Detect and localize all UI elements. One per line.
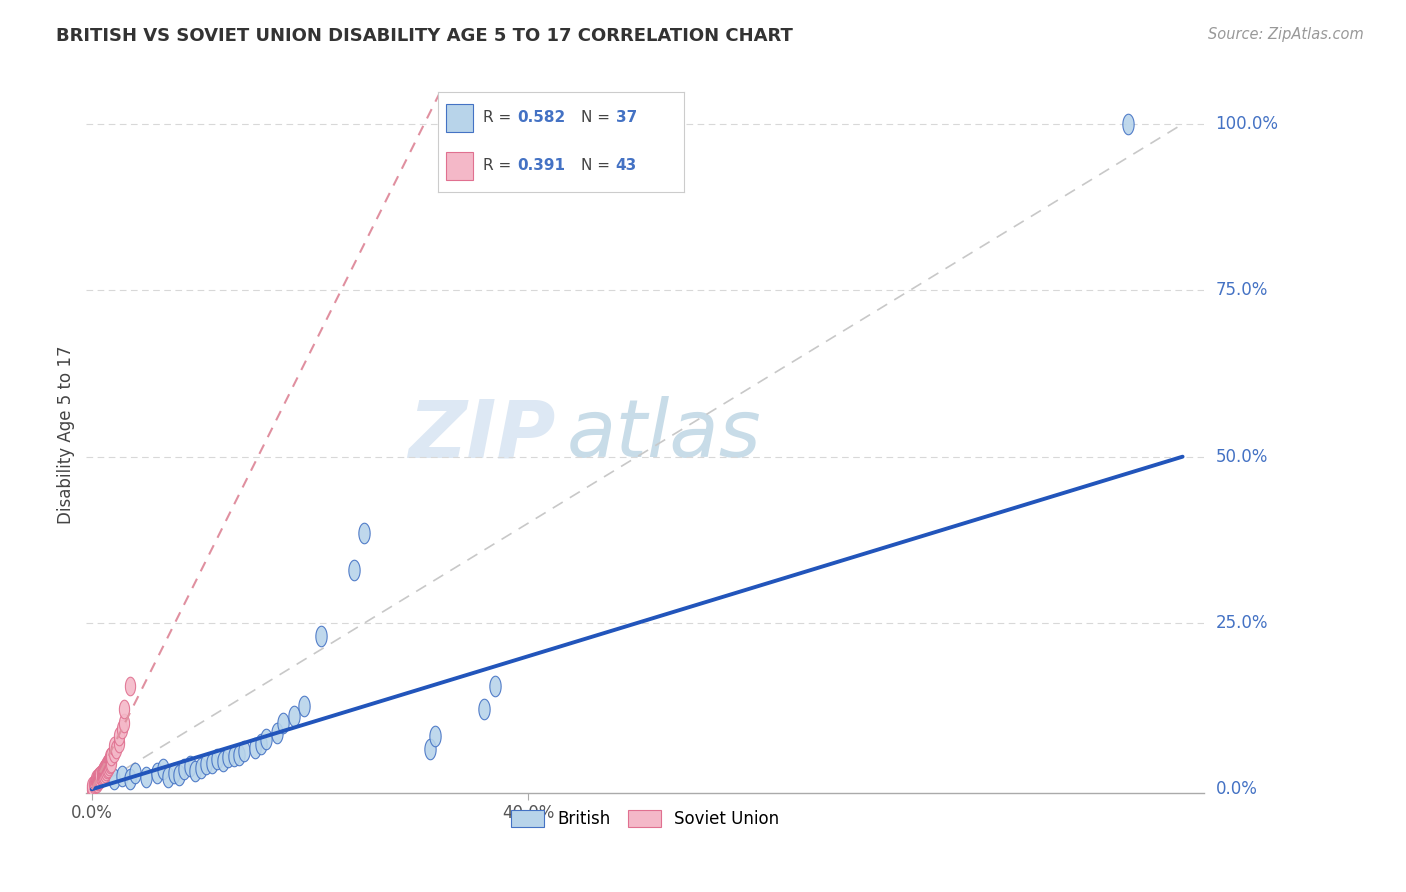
Point bbox=[245, 741, 267, 756]
Point bbox=[97, 756, 120, 770]
Point bbox=[100, 756, 122, 770]
Point bbox=[94, 765, 117, 780]
Point bbox=[157, 770, 180, 784]
Point bbox=[484, 679, 506, 693]
Point bbox=[114, 702, 136, 716]
Point bbox=[254, 732, 277, 747]
Point bbox=[94, 759, 117, 773]
Point bbox=[89, 772, 111, 786]
Point bbox=[96, 757, 118, 772]
Point bbox=[90, 770, 112, 784]
Point bbox=[98, 757, 121, 772]
Text: ZIP: ZIP bbox=[409, 396, 555, 474]
Point bbox=[195, 757, 218, 772]
Text: 75.0%: 75.0% bbox=[1216, 281, 1268, 300]
Point bbox=[271, 715, 294, 730]
Point bbox=[98, 750, 121, 764]
Point bbox=[108, 736, 131, 750]
Point bbox=[84, 774, 107, 789]
Point bbox=[90, 765, 112, 780]
Point bbox=[250, 737, 273, 751]
Legend: British, Soviet Union: British, Soviet Union bbox=[505, 803, 786, 834]
Point bbox=[108, 729, 131, 743]
Point bbox=[89, 772, 111, 787]
Text: BRITISH VS SOVIET UNION DISABILITY AGE 5 TO 17 CORRELATION CHART: BRITISH VS SOVIET UNION DISABILITY AGE 5… bbox=[56, 27, 793, 45]
Point bbox=[167, 767, 190, 781]
Text: Source: ZipAtlas.com: Source: ZipAtlas.com bbox=[1208, 27, 1364, 42]
Point bbox=[233, 744, 256, 758]
Point bbox=[93, 763, 115, 777]
Point bbox=[83, 777, 105, 791]
Point bbox=[98, 759, 121, 773]
Point bbox=[211, 755, 233, 769]
Y-axis label: Disability Age 5 to 17: Disability Age 5 to 17 bbox=[58, 346, 75, 524]
Text: 0.0%: 0.0% bbox=[1216, 780, 1257, 798]
Point bbox=[103, 746, 125, 760]
Point bbox=[309, 629, 332, 643]
Point bbox=[103, 772, 125, 787]
Point bbox=[89, 769, 111, 783]
Point bbox=[103, 739, 125, 753]
Point bbox=[100, 749, 122, 764]
Point bbox=[84, 775, 107, 789]
Point bbox=[152, 763, 174, 777]
Point bbox=[135, 770, 157, 784]
Point bbox=[419, 742, 441, 756]
Point bbox=[96, 763, 118, 777]
Point bbox=[184, 764, 207, 778]
Point bbox=[111, 723, 134, 737]
Point bbox=[89, 767, 111, 781]
Point bbox=[87, 770, 110, 784]
Point bbox=[342, 563, 364, 577]
Point bbox=[217, 750, 239, 764]
Point bbox=[173, 763, 195, 777]
Point bbox=[94, 764, 117, 778]
Point bbox=[91, 764, 114, 778]
Point bbox=[205, 752, 228, 766]
Text: 50.0%: 50.0% bbox=[1216, 448, 1268, 466]
Point bbox=[201, 756, 224, 770]
Point bbox=[118, 772, 141, 787]
Point bbox=[80, 782, 103, 797]
Point bbox=[97, 761, 120, 775]
Point bbox=[114, 715, 136, 730]
Point bbox=[228, 747, 250, 762]
Point bbox=[1116, 117, 1139, 131]
Point bbox=[266, 725, 288, 739]
Point bbox=[104, 742, 127, 756]
Text: 100.0%: 100.0% bbox=[1216, 115, 1278, 133]
Point bbox=[294, 699, 316, 714]
Point bbox=[84, 772, 107, 787]
Text: 25.0%: 25.0% bbox=[1216, 614, 1268, 632]
Point bbox=[474, 702, 496, 716]
Point bbox=[118, 679, 141, 693]
Point bbox=[86, 772, 108, 787]
Point bbox=[111, 769, 134, 783]
Point bbox=[283, 709, 305, 723]
Point bbox=[87, 774, 110, 789]
Point bbox=[93, 767, 115, 781]
Text: atlas: atlas bbox=[567, 396, 762, 474]
Point bbox=[353, 526, 375, 541]
Point bbox=[91, 769, 114, 783]
Point bbox=[425, 729, 447, 743]
Point bbox=[80, 779, 103, 793]
Point bbox=[98, 755, 121, 769]
Point bbox=[179, 759, 201, 773]
Point bbox=[124, 765, 146, 780]
Point bbox=[190, 761, 212, 775]
Point bbox=[146, 765, 169, 780]
Point bbox=[222, 749, 245, 764]
Point bbox=[94, 761, 117, 775]
Point bbox=[86, 775, 108, 789]
Point bbox=[162, 765, 184, 780]
